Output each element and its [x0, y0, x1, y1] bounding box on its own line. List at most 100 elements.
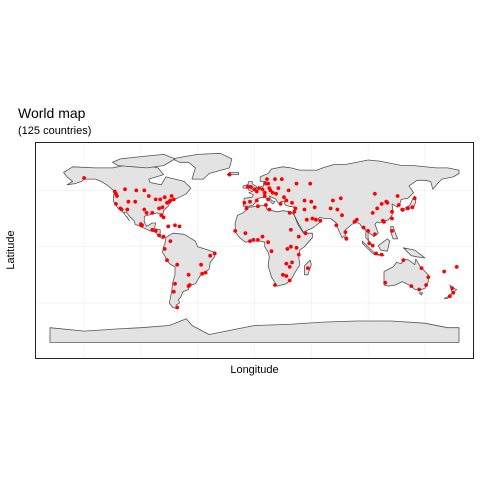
data-point: [314, 217, 318, 222]
data-point: [157, 233, 161, 238]
data-point: [274, 191, 278, 196]
data-point: [303, 231, 308, 236]
data-point: [282, 195, 286, 200]
data-point: [331, 198, 335, 203]
data-point: [248, 199, 252, 204]
data-point: [284, 261, 289, 266]
data-point: [302, 207, 307, 212]
data-point: [265, 177, 269, 181]
data-point: [287, 211, 292, 215]
data-point: [266, 240, 270, 245]
data-point: [334, 223, 339, 228]
world-map-plot: [36, 143, 473, 358]
data-point: [233, 229, 238, 233]
data-point: [412, 196, 417, 201]
x-axis-label: Longitude: [230, 364, 279, 376]
data-points: [82, 172, 459, 310]
data-point: [338, 196, 343, 201]
data-point: [367, 241, 372, 246]
data-point: [267, 207, 272, 212]
data-point: [279, 177, 284, 181]
data-point: [390, 229, 394, 233]
data-point: [260, 187, 265, 192]
data-point: [242, 200, 247, 205]
data-point: [410, 205, 415, 210]
data-point: [268, 188, 273, 193]
landmass-tasmania: [418, 292, 424, 296]
data-point: [157, 206, 161, 211]
data-point: [262, 190, 267, 195]
data-point: [186, 284, 191, 288]
landmass-antarctica: [49, 318, 460, 343]
data-point: [400, 207, 405, 212]
data-point: [260, 234, 265, 239]
data-point: [284, 274, 289, 278]
data-point: [335, 207, 340, 212]
data-point: [248, 239, 252, 243]
data-point: [245, 185, 250, 189]
data-point: [442, 269, 447, 274]
data-point: [318, 218, 323, 223]
data-point: [165, 258, 169, 263]
data-point: [294, 181, 299, 186]
data-point: [177, 224, 182, 229]
data-point: [390, 216, 394, 221]
data-point: [454, 265, 459, 269]
data-point: [284, 198, 289, 203]
data-point: [370, 211, 375, 215]
data-point: [162, 195, 167, 200]
data-point: [294, 245, 299, 250]
data-point: [146, 194, 151, 198]
data-point: [171, 197, 176, 202]
data-point: [266, 181, 270, 186]
data-point: [285, 247, 290, 251]
data-point: [308, 181, 313, 186]
data-point: [115, 194, 119, 198]
data-point: [173, 281, 177, 286]
landmass-new-guinea: [402, 247, 426, 259]
data-point: [286, 188, 291, 193]
data-point: [395, 194, 400, 198]
data-point: [290, 260, 294, 265]
data-point: [212, 251, 217, 256]
data-point: [168, 239, 173, 243]
data-point: [370, 243, 375, 248]
data-point: [269, 249, 274, 254]
data-point: [153, 229, 158, 233]
data-point: [292, 209, 297, 214]
landmass-arctic-islands: [112, 153, 176, 169]
data-point: [448, 294, 452, 299]
data-point: [344, 236, 349, 241]
data-point: [150, 227, 155, 232]
data-point: [309, 199, 314, 204]
data-point: [251, 238, 256, 242]
data-point: [171, 289, 176, 294]
data-point: [278, 202, 283, 206]
data-point: [264, 203, 268, 207]
landmass-japan: [401, 195, 417, 213]
data-point: [254, 198, 259, 203]
data-point: [266, 197, 270, 202]
data-point: [273, 283, 277, 287]
data-point: [227, 172, 232, 177]
data-point: [243, 231, 248, 236]
data-point: [424, 283, 428, 287]
data-point: [374, 251, 378, 256]
data-point: [125, 207, 130, 212]
data-point: [304, 217, 309, 222]
data-point: [270, 190, 275, 195]
landmass-sumatra: [361, 240, 376, 254]
data-point: [273, 177, 277, 181]
data-point: [293, 206, 298, 211]
data-point: [290, 200, 294, 205]
data-point: [287, 278, 292, 283]
data-point: [375, 206, 380, 211]
data-point: [289, 244, 293, 249]
data-point: [417, 287, 422, 292]
map-subtitle: (125 countries): [18, 125, 92, 137]
data-point: [379, 252, 384, 257]
data-point: [361, 225, 366, 230]
data-point: [133, 199, 138, 204]
data-point: [166, 224, 171, 229]
landmass-australia: [383, 258, 429, 290]
